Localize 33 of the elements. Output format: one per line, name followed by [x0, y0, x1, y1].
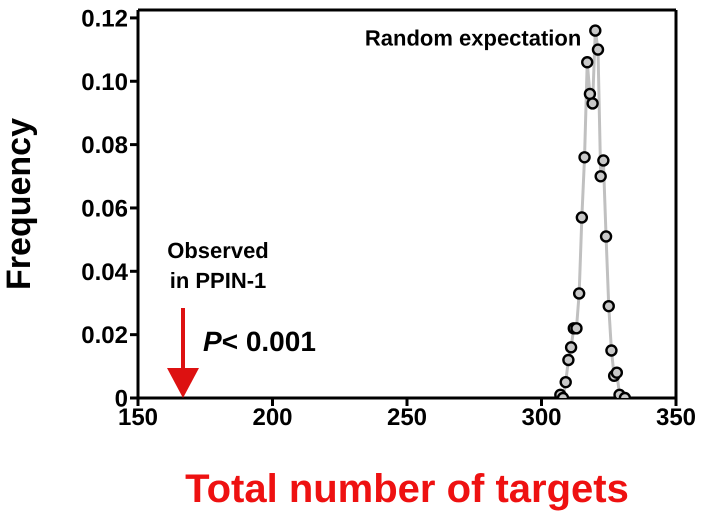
- y-tick-label: 0.12: [81, 5, 128, 32]
- y-tick-label: 0.02: [81, 322, 128, 350]
- y-tick-label: 0.06: [81, 195, 128, 222]
- point: [602, 300, 615, 312]
- point: [605, 344, 618, 357]
- annotation: Observed in PPIN-1: [167, 238, 269, 293]
- y-tick-label: 0.04: [81, 258, 129, 286]
- point: [592, 43, 604, 56]
- point: [578, 151, 591, 164]
- point: [560, 376, 572, 388]
- point: [581, 56, 594, 68]
- x-axis-title: Total number of targets: [185, 467, 629, 511]
- y-tick-label: 0.08: [81, 132, 128, 160]
- point: [610, 366, 624, 379]
- point: [570, 322, 583, 335]
- point: [562, 354, 575, 366]
- x-tick-label: 350: [656, 404, 696, 432]
- x-tick-label: 250: [386, 404, 428, 432]
- point: [597, 154, 610, 167]
- annotation: P< 0.001: [203, 326, 316, 357]
- point: [589, 24, 602, 37]
- y-axis-title: Frequency: [0, 118, 38, 290]
- y-tick-label: 0.10: [81, 68, 128, 96]
- point: [564, 341, 578, 354]
- point: [594, 170, 607, 182]
- point: [584, 88, 596, 100]
- x-tick-label: 300: [521, 404, 562, 432]
- point: [600, 230, 612, 243]
- point: [572, 287, 586, 300]
- point: [576, 211, 588, 224]
- x-tick-label: 200: [252, 404, 293, 432]
- annotation: Random expectation: [364, 26, 582, 51]
- point: [586, 97, 599, 110]
